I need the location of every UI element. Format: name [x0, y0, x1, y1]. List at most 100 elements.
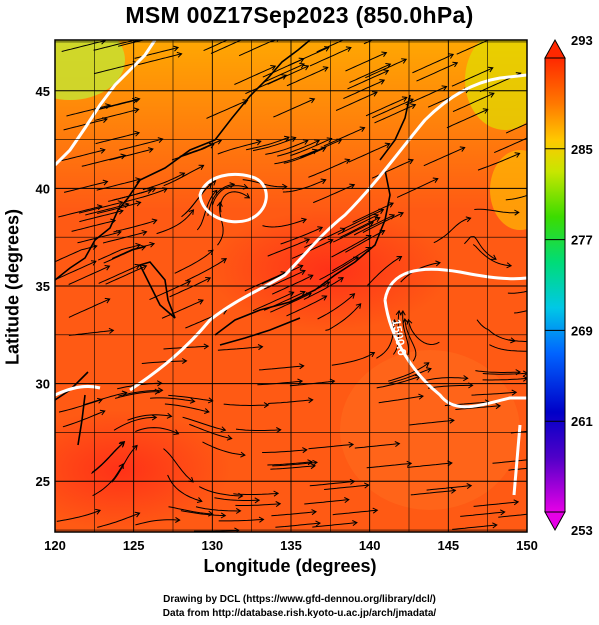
streamline — [61, 149, 105, 162]
streamline — [71, 220, 116, 232]
streamline — [265, 140, 309, 155]
streamline — [472, 244, 512, 267]
streamline — [433, 217, 471, 244]
streamline-arrow — [301, 217, 308, 224]
streamline-arrow — [372, 507, 379, 514]
streamline-arrow — [355, 303, 362, 309]
streamline-arrow — [189, 397, 196, 404]
colorbar: 293 285 277 269 261 253 — [544, 33, 593, 538]
streamline-arrow — [388, 202, 394, 208]
colorbar-body — [544, 57, 566, 513]
streamline — [161, 299, 204, 319]
streamline-arrow — [290, 136, 297, 142]
streamline-arrow — [299, 269, 306, 275]
streamline — [259, 365, 304, 371]
colorbar-bottom-triangle — [544, 511, 566, 532]
streamline-arrow — [338, 277, 344, 283]
streamline — [505, 194, 527, 201]
streamline-arrow — [273, 490, 280, 497]
streamline-arrow — [157, 387, 164, 394]
streamline-arrow — [104, 265, 111, 271]
credit-line-2: Data from http://database.rish.kyoto-u.a… — [162, 608, 437, 619]
streamline-arrow — [529, 349, 533, 354]
streamline-arrow — [311, 148, 318, 155]
streamline — [263, 63, 305, 83]
streamline-arrow — [288, 291, 295, 297]
streamline — [267, 461, 313, 466]
streamline-arrow — [220, 512, 227, 519]
streamline — [392, 310, 400, 355]
streamline — [93, 62, 138, 75]
streamline — [304, 228, 346, 248]
streamline-arrow — [448, 53, 455, 59]
streamline — [271, 511, 317, 517]
streamline-arrow — [235, 507, 242, 514]
streamline-arrow — [396, 255, 403, 262]
streamline-arrow — [298, 57, 305, 64]
streamline — [345, 52, 387, 72]
streamline — [286, 295, 327, 317]
streamline-arrow — [134, 511, 141, 518]
streamline — [482, 372, 527, 375]
streamline-arrow — [258, 516, 265, 523]
streamline — [365, 58, 407, 79]
streamline — [234, 65, 276, 85]
streamline-arrow — [406, 318, 413, 325]
streamline — [339, 217, 380, 239]
streamline — [267, 65, 309, 85]
y-tick-label: 40 — [36, 181, 50, 196]
streamline — [97, 244, 141, 261]
streamline-arrow — [173, 429, 180, 435]
streamline-arrow — [298, 363, 305, 370]
streamline-arrow — [514, 209, 520, 216]
streamline-arrow — [118, 463, 124, 469]
streamline — [142, 172, 185, 191]
streamline — [274, 149, 318, 165]
streamline-arrow — [488, 92, 495, 98]
streamline-arrow — [211, 189, 218, 196]
streamline — [354, 443, 400, 449]
streamline-arrow — [492, 522, 498, 529]
streamline — [168, 506, 213, 515]
contour-label: 1500.0 — [389, 318, 409, 357]
streamline — [331, 235, 372, 258]
streamline — [93, 40, 138, 51]
colorbar-top-triangle — [544, 38, 566, 59]
streamline-arrow — [257, 344, 264, 351]
streamline — [492, 459, 527, 464]
streamline-arrow — [276, 427, 282, 434]
streamline — [475, 370, 521, 373]
streamline-arrow — [513, 499, 520, 506]
streamline-arrow — [389, 214, 396, 220]
streamline — [451, 67, 494, 87]
streamline-arrow — [307, 274, 314, 280]
streamline-arrow — [322, 66, 329, 72]
streamline-arrow — [511, 389, 518, 396]
x-tick-label: 125 — [123, 538, 145, 553]
streamline — [324, 484, 369, 490]
streamline-arrow — [134, 96, 141, 103]
streamline-arrow — [134, 130, 141, 137]
streamline-arrow — [418, 393, 424, 400]
streamline-arrow — [173, 29, 178, 34]
streamline-arrow — [391, 319, 398, 325]
streamline — [402, 310, 410, 356]
streamline-arrow — [205, 277, 212, 283]
x-tick-label: 140 — [359, 538, 381, 553]
streamline-arrow — [373, 213, 379, 220]
streamline — [235, 428, 281, 431]
streamline — [156, 209, 194, 235]
streamline — [342, 209, 384, 230]
streamline — [412, 53, 454, 74]
streamline-arrow — [499, 509, 506, 516]
streamline — [474, 208, 519, 214]
streamline-arrow — [185, 280, 192, 286]
streamline — [313, 184, 355, 204]
streamline-arrow — [146, 188, 153, 194]
streamline — [242, 179, 287, 188]
streamline — [277, 140, 320, 157]
streamline-arrow — [196, 497, 203, 503]
streamline-arrow — [302, 139, 309, 145]
streamline — [452, 524, 497, 530]
